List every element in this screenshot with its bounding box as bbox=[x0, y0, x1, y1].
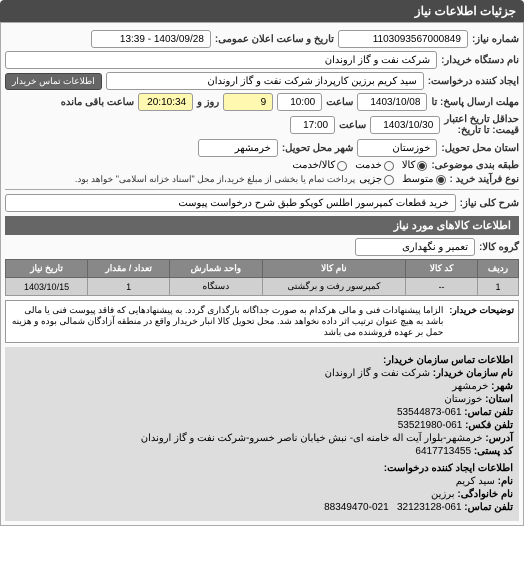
contact-buyer-button[interactable]: اطلاعات تماس خریدار bbox=[5, 73, 102, 90]
buyer-org-value: شرکت نفت و گاز اروندان bbox=[5, 51, 437, 69]
contact-city: شهر: خرمشهر bbox=[11, 381, 513, 392]
contact-address: آدرس: خرمشهر-بلوار آیت اله خامنه ای- نبش… bbox=[11, 433, 513, 444]
validity-time-label: ساعت bbox=[339, 120, 366, 131]
radio-dot-icon bbox=[417, 161, 427, 171]
radio-kala[interactable]: کالا bbox=[402, 160, 428, 171]
row-response-deadline: مهلت ارسال پاسخ: تا 1403/10/08 ساعت 10:0… bbox=[5, 93, 519, 111]
classification-options: کالا خدمت کالا/خدمت bbox=[292, 160, 427, 171]
row-validity: حداقل تاریخ اعتبار قیمت: تا تاریخ: 1403/… bbox=[5, 114, 519, 136]
col-date: تاریخ نیاز bbox=[6, 260, 88, 278]
city-label: شهر محل تحویل: bbox=[282, 143, 354, 154]
col-qty: تعداد / مقدار bbox=[88, 260, 170, 278]
purchase-type-options: متوسط جزیی bbox=[359, 174, 445, 185]
contact-province: استان: خوزستان bbox=[11, 394, 513, 405]
radio-khedmat[interactable]: خدمت bbox=[355, 160, 394, 171]
divider bbox=[5, 189, 519, 190]
creator-lastname: نام خانوادگی: برزین bbox=[11, 489, 513, 500]
items-section-title: اطلاعات کالاهای مورد نیاز bbox=[5, 216, 519, 235]
buyer-note-text: الزاما پیشنهادات فنی و مالی هرکدام به صو… bbox=[10, 305, 443, 338]
page-title: جزئیات اطلاعات نیاز bbox=[415, 4, 516, 18]
buyer-note-box: توضیحات خریدار: الزاما پیشنهادات فنی و م… bbox=[5, 300, 519, 343]
validity-date: 1403/10/30 bbox=[370, 116, 440, 134]
contact-title: اطلاعات تماس سازمان خریدار: bbox=[11, 355, 513, 366]
row-purchase-type: نوع فرآیند خرید : متوسط جزیی پرداخت تمام… bbox=[5, 174, 519, 185]
request-no-value: 1103093567000849 bbox=[338, 30, 468, 48]
description-text: خرید قطعات کمپرسور اطلس کوپکو طبق شرح در… bbox=[5, 194, 456, 212]
contact-postal: کد پستی: 6417713455 bbox=[11, 446, 513, 457]
radio-empty-icon bbox=[337, 161, 347, 171]
buyer-org-label: نام دستگاه خریدار: bbox=[441, 55, 519, 66]
purchase-type-label: نوع فرآیند خرید : bbox=[450, 174, 519, 185]
group-label: گروه کالا: bbox=[479, 242, 519, 253]
purchase-note: پرداخت تمام یا بخشی از مبلغ خرید،از محل … bbox=[75, 174, 355, 185]
contact-org: نام سازمان خریدار: شرکت نفت و گاز اروندا… bbox=[11, 368, 513, 379]
days-remaining: 9 bbox=[223, 93, 273, 111]
description-label: شرح کلی نیاز: bbox=[460, 198, 519, 209]
validity-label1: حداقل تاریخ اعتبار bbox=[444, 114, 519, 125]
table-row: 1 -- کمپرسور رفت و برگشتی دستگاه 1 1403/… bbox=[6, 278, 519, 296]
row-creator: ایجاد کننده درخواست: سید کریم برزین کارپ… bbox=[5, 72, 519, 90]
cell-date: 1403/10/15 bbox=[6, 278, 88, 296]
creator-value: سید کریم برزین کارپرداز شرکت نفت و گاز ا… bbox=[106, 72, 424, 90]
cell-code: -- bbox=[406, 278, 478, 296]
page-header: جزئیات اطلاعات نیاز bbox=[0, 0, 524, 22]
col-unit: واحد شمارش bbox=[170, 260, 262, 278]
row-buyer-org: نام دستگاه خریدار: شرکت نفت و گاز اروندا… bbox=[5, 51, 519, 69]
creator-phone: تلفن تماس: 061-32123128 021-88349470 bbox=[11, 502, 513, 513]
row-group: گروه کالا: تعمیر و نگهداری bbox=[5, 238, 519, 256]
validity-time: 17:00 bbox=[290, 116, 335, 134]
col-name: نام کالا bbox=[262, 260, 406, 278]
announce-value: 1403/09/28 - 13:39 bbox=[91, 30, 211, 48]
radio-kala-khedmat[interactable]: کالا/خدمت bbox=[292, 160, 347, 171]
validity-label2: قیمت: تا تاریخ: bbox=[444, 125, 519, 136]
col-code: کد کالا bbox=[406, 260, 478, 278]
radio-dot-icon bbox=[436, 175, 446, 185]
buyer-note-label: توضیحات خریدار: bbox=[449, 305, 514, 338]
row-classification: طبقه بندی موضوعی: کالا خدمت کالا/خدمت bbox=[5, 160, 519, 171]
row-location: استان محل تحویل: خوزستان شهر محل تحویل: … bbox=[5, 139, 519, 157]
radio-jozi[interactable]: جزیی bbox=[359, 174, 394, 185]
cell-qty: 1 bbox=[88, 278, 170, 296]
cell-unit: دستگاه bbox=[170, 278, 262, 296]
province-value: خوزستان bbox=[357, 139, 437, 157]
cell-row: 1 bbox=[477, 278, 518, 296]
city-value: خرمشهر bbox=[198, 139, 278, 157]
contact-phone: تلفن تماس: 061-53544873 bbox=[11, 407, 513, 418]
response-time: 10:00 bbox=[277, 93, 322, 111]
response-deadline-label: مهلت ارسال پاسخ: تا bbox=[431, 97, 519, 108]
creator-name: نام: سید کریم bbox=[11, 476, 513, 487]
table-header-row: ردیف کد کالا نام کالا واحد شمارش تعداد /… bbox=[6, 260, 519, 278]
radio-empty-icon bbox=[384, 161, 394, 171]
classification-label: طبقه بندی موضوعی: bbox=[431, 160, 519, 171]
days-label: روز و bbox=[197, 97, 219, 108]
creator-section-title: اطلاعات ایجاد کننده درخواست: bbox=[11, 463, 513, 474]
radio-motavaset[interactable]: متوسط bbox=[402, 174, 445, 185]
cell-name: کمپرسور رفت و برگشتی bbox=[262, 278, 406, 296]
radio-empty-icon bbox=[384, 175, 394, 185]
col-row: ردیف bbox=[477, 260, 518, 278]
time-remain-label: ساعت باقی مانده bbox=[61, 97, 134, 108]
row-request-announce: شماره نیاز: 1103093567000849 تاریخ و ساع… bbox=[5, 30, 519, 48]
response-time-label: ساعت bbox=[326, 97, 353, 108]
group-value: تعمیر و نگهداری bbox=[355, 238, 475, 256]
response-date: 1403/10/08 bbox=[357, 93, 427, 111]
creator-label: ایجاد کننده درخواست: bbox=[428, 76, 519, 87]
time-remaining: 20:10:34 bbox=[138, 93, 193, 111]
contact-fax: تلفن فکس: 061-53521980 bbox=[11, 420, 513, 431]
contact-section: اطلاعات تماس سازمان خریدار: نام سازمان خ… bbox=[5, 347, 519, 521]
main-content: شماره نیاز: 1103093567000849 تاریخ و ساع… bbox=[0, 22, 524, 526]
province-label: استان محل تحویل: bbox=[441, 143, 519, 154]
announce-label: تاریخ و ساعت اعلان عمومی: bbox=[215, 34, 334, 45]
request-no-label: شماره نیاز: bbox=[472, 34, 519, 45]
items-table: ردیف کد کالا نام کالا واحد شمارش تعداد /… bbox=[5, 259, 519, 296]
row-description: شرح کلی نیاز: خرید قطعات کمپرسور اطلس کو… bbox=[5, 194, 519, 212]
